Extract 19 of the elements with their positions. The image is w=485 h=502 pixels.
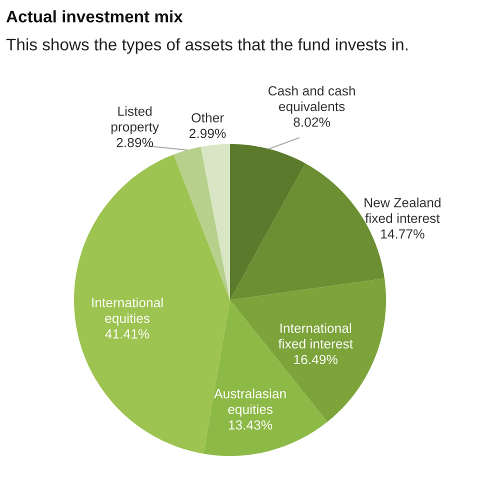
data-label: 8.02%: [294, 117, 330, 127]
data-label: 2.99%: [190, 128, 226, 138]
data-label: 13.43%: [228, 420, 272, 430]
chart-title: Actual investment mix: [6, 10, 183, 22]
data-label: 16.49%: [294, 354, 338, 364]
chart-subtitle: This shows the types of assets that the fund invests in.: [6, 38, 408, 54]
pie-slice: [230, 144, 306, 300]
data-label: 2.89%: [116, 138, 154, 148]
data-label: 14.77%: [381, 229, 424, 239]
slice-label: Australasian equities: [214, 388, 286, 417]
slice-label: International fixed interest: [278, 323, 353, 349]
pie-slice: [174, 146, 230, 300]
slice-label: Other: [192, 112, 224, 122]
slice-label: International equities: [92, 298, 163, 326]
data-label: 41.41%: [105, 329, 150, 339]
pie-slice: [200, 144, 230, 300]
slice-label: Listed property: [111, 106, 159, 134]
slice-label: Cash and cash equivalents: [268, 86, 355, 114]
slice-label: New Zealand fixed interest: [364, 198, 440, 223]
